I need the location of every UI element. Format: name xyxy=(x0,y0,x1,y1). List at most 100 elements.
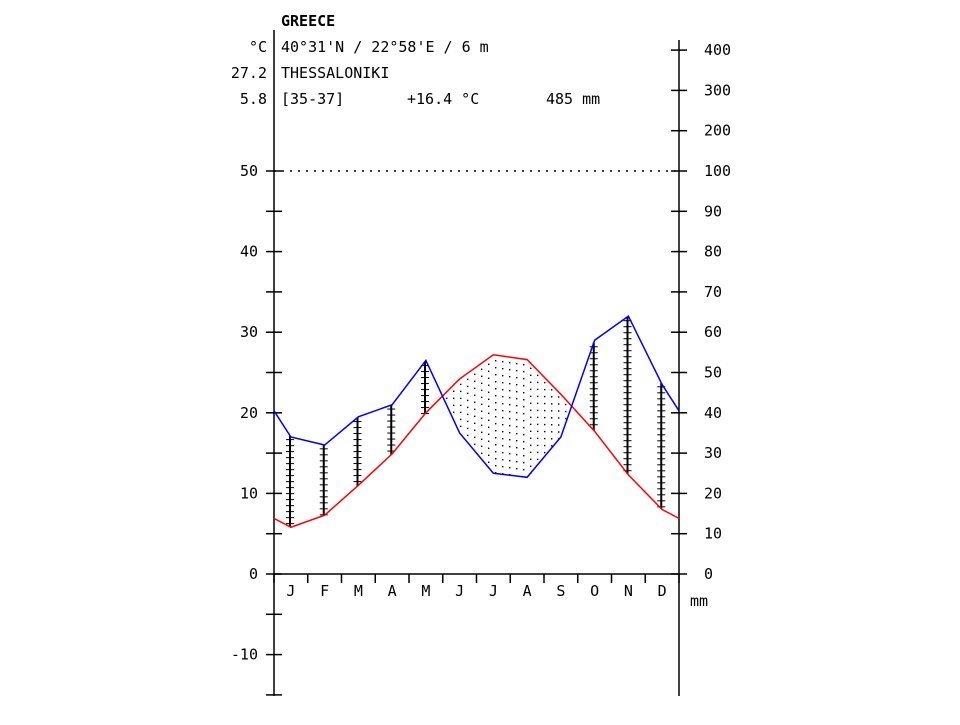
arid-dot xyxy=(523,420,524,421)
arid-dot xyxy=(488,392,489,393)
month-label: N xyxy=(624,582,633,600)
arid-dot xyxy=(516,384,517,385)
right-tick-label: 70 xyxy=(704,283,722,301)
arid-dot xyxy=(558,410,559,411)
arid-dot xyxy=(530,410,531,411)
right-tick-label: 90 xyxy=(704,202,722,220)
arid-dot xyxy=(544,438,545,439)
arid-dot xyxy=(537,459,538,460)
arid-dot xyxy=(516,398,517,399)
arid-dot xyxy=(495,360,496,361)
arid-dot xyxy=(530,466,531,467)
arid-dot xyxy=(537,452,538,453)
arid-dot xyxy=(502,424,503,425)
right-tick-label: 50 xyxy=(704,364,722,382)
arid-dot xyxy=(481,453,482,454)
arid-dot xyxy=(530,452,531,453)
arid-dot xyxy=(467,407,468,408)
arid-dot xyxy=(544,452,545,453)
arid-dot xyxy=(474,388,475,389)
arid-dot xyxy=(558,431,559,432)
period-text: [35-37] xyxy=(281,90,344,108)
arid-dot xyxy=(509,383,510,384)
arid-dot xyxy=(530,396,531,397)
arid-dot xyxy=(523,469,524,470)
arid-dot xyxy=(495,374,496,375)
arid-dot xyxy=(502,361,503,362)
arid-dot xyxy=(516,433,517,434)
arid-dot xyxy=(502,396,503,397)
month-label: J xyxy=(286,582,295,600)
left-tick-label: 0 xyxy=(249,565,258,583)
arid-dot xyxy=(474,395,475,396)
month-label: J xyxy=(455,582,464,600)
arid-dot xyxy=(488,371,489,372)
arid-dot xyxy=(523,413,524,414)
arid-dot xyxy=(495,402,496,403)
arid-dot xyxy=(474,437,475,438)
arid-dot xyxy=(523,441,524,442)
month-label: A xyxy=(388,582,397,600)
arid-dot xyxy=(523,385,524,386)
station-name: THESSALONIKI xyxy=(281,64,389,82)
arid-dot xyxy=(502,368,503,369)
arid-dot xyxy=(495,416,496,417)
arid-dot xyxy=(488,378,489,379)
arid-dot xyxy=(558,417,559,418)
arid-dot xyxy=(488,413,489,414)
arid-dot xyxy=(488,364,489,365)
arid-dot xyxy=(467,414,468,415)
arid-dot xyxy=(530,368,531,369)
arid-dot xyxy=(488,420,489,421)
arid-dot xyxy=(516,405,517,406)
humid-hatching xyxy=(286,317,665,527)
arid-dot xyxy=(460,405,461,406)
arid-dot xyxy=(481,390,482,391)
arid-dot xyxy=(481,411,482,412)
arid-dot xyxy=(537,431,538,432)
header: GREECE °C 40°31'N / 22°58'E / 6 m 27.2 T… xyxy=(231,12,600,108)
plot-area: 50403020100-1040030020010090807060504030… xyxy=(231,30,731,696)
arid-dot xyxy=(502,389,503,390)
arid-dot xyxy=(488,427,489,428)
arid-dot xyxy=(551,424,552,425)
arid-dot xyxy=(509,404,510,405)
arid-dot xyxy=(516,461,517,462)
arid-dot xyxy=(516,454,517,455)
arid-dot xyxy=(523,448,524,449)
arid-dot xyxy=(453,398,454,399)
arid-dot xyxy=(502,410,503,411)
arid-dot xyxy=(516,370,517,371)
arid-dot xyxy=(488,448,489,449)
arid-dot xyxy=(488,455,489,456)
arid-dot xyxy=(537,438,538,439)
arid-dot xyxy=(530,445,531,446)
arid-dot xyxy=(481,425,482,426)
arid-dot xyxy=(460,384,461,385)
arid-dot xyxy=(509,397,510,398)
left-tick-label: 10 xyxy=(240,484,258,502)
arid-dot xyxy=(544,424,545,425)
month-label: M xyxy=(421,582,430,600)
arid-dot xyxy=(544,389,545,390)
arid-dot xyxy=(551,410,552,411)
arid-dot xyxy=(481,383,482,384)
arid-dot xyxy=(495,381,496,382)
arid-dot xyxy=(474,381,475,382)
arid-dot xyxy=(495,444,496,445)
arid-dot xyxy=(509,439,510,440)
right-tick-label: 0 xyxy=(704,565,713,583)
arid-dot xyxy=(509,446,510,447)
right-tick-label: 400 xyxy=(704,41,731,59)
arid-dot xyxy=(537,396,538,397)
arid-dot xyxy=(481,432,482,433)
arid-dot xyxy=(509,453,510,454)
arid-dot xyxy=(551,431,552,432)
arid-dot xyxy=(509,432,510,433)
arid-dot xyxy=(523,399,524,400)
right-tick-label: 200 xyxy=(704,122,731,140)
right-tick-label: 10 xyxy=(704,525,722,543)
left-tick-label: 50 xyxy=(240,162,258,180)
arid-dot xyxy=(523,392,524,393)
